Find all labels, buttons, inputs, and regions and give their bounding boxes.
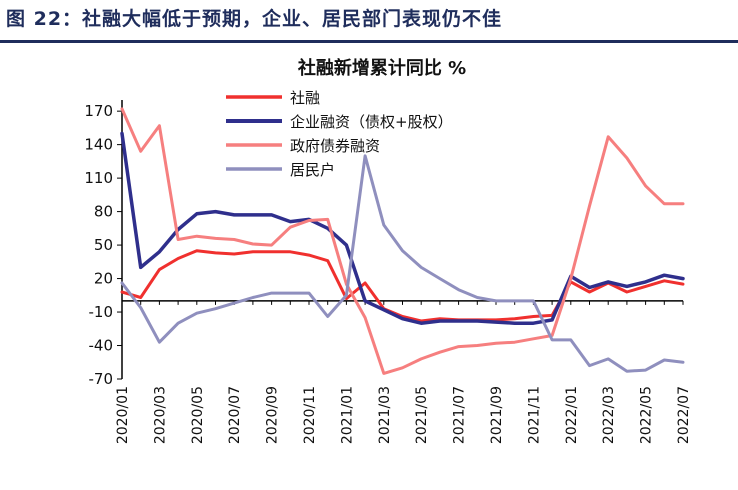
y-tick-label: 80 <box>94 203 113 221</box>
x-tick-label: 2020/09 <box>265 386 281 444</box>
y-tick-label: -40 <box>89 337 114 355</box>
legend-label: 社融 <box>290 89 320 107</box>
x-tick-label: 2021/01 <box>339 386 355 444</box>
series-line <box>120 154 685 373</box>
y-tick-label: 140 <box>84 136 113 154</box>
x-tick-label: 2022/07 <box>676 386 692 444</box>
x-tick-label: 2022/05 <box>639 386 655 444</box>
x-tick-label: 2022/03 <box>601 386 617 444</box>
legend-label: 居民户 <box>290 161 335 179</box>
legend-label: 政府债券融资 <box>290 137 380 155</box>
y-tick-label: -70 <box>89 370 114 388</box>
series-layer <box>120 107 685 375</box>
x-tick-label: 2020/03 <box>152 386 168 444</box>
figure-title: 图 22：社融大幅低于预期，企业、居民部门表现仍不佳 <box>6 8 503 30</box>
x-tick-label: 2021/05 <box>414 386 430 444</box>
series-line <box>120 107 685 375</box>
y-tick-label: -10 <box>89 303 114 321</box>
y-tick-label: 170 <box>84 102 113 120</box>
x-tick-label: 2021/07 <box>452 386 468 444</box>
series-line <box>120 131 685 325</box>
series-line <box>120 249 685 323</box>
title-rule <box>0 40 738 43</box>
x-tick-label: 2022/01 <box>564 386 580 444</box>
x-tick-label: 2021/09 <box>489 386 505 444</box>
x-tick-label: 2020/05 <box>190 386 206 444</box>
x-tick-label: 2021/11 <box>526 386 542 444</box>
legend-label: 企业融资（债权+股权） <box>290 113 453 131</box>
x-tick-label: 2020/07 <box>227 386 243 444</box>
y-tick-label: 110 <box>84 169 113 187</box>
chart-title: 社融新增累计同比 % <box>298 57 466 79</box>
y-tick-label: 50 <box>94 236 113 254</box>
x-tick-label: 2020/01 <box>115 386 131 444</box>
x-tick-label: 2021/03 <box>377 386 393 444</box>
x-tick-label: 2020/11 <box>302 386 318 444</box>
y-tick-label: 20 <box>94 270 113 288</box>
